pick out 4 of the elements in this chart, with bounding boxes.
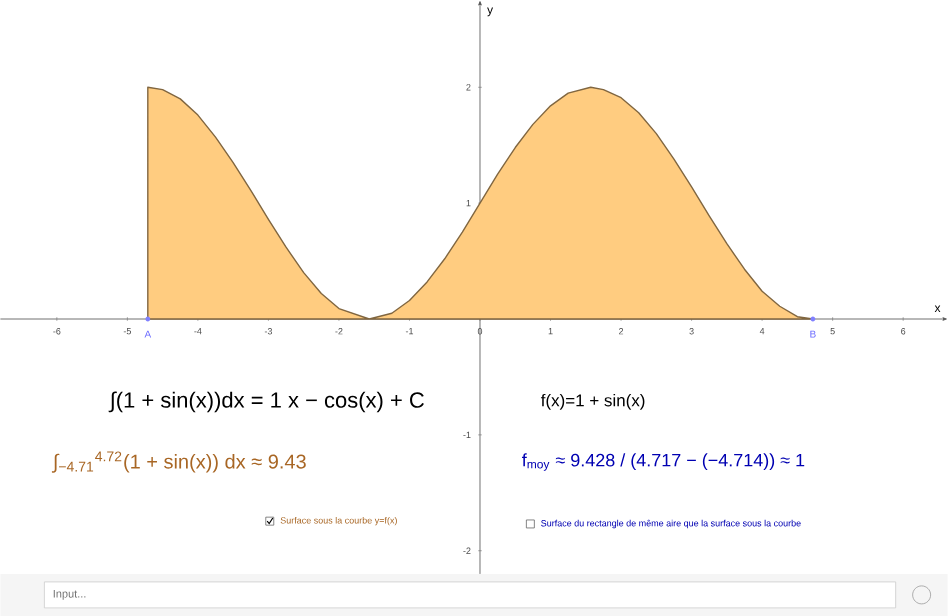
annotation: ∫$_{−4.71}$$^{4.72}$(1 + sin(x)) dx ≈ 9.43 bbox=[51, 451, 306, 473]
annotation: f(x)=1 + sin(x) bbox=[540, 393, 645, 410]
annotation: f$_{moy}$ ≈ 9.428 / (4.717 − (−4.714)) ≈ 1 bbox=[522, 453, 805, 471]
annotation: ∫(1 + sin(x))dx = 1 x − cos(x) + C bbox=[108, 391, 424, 413]
